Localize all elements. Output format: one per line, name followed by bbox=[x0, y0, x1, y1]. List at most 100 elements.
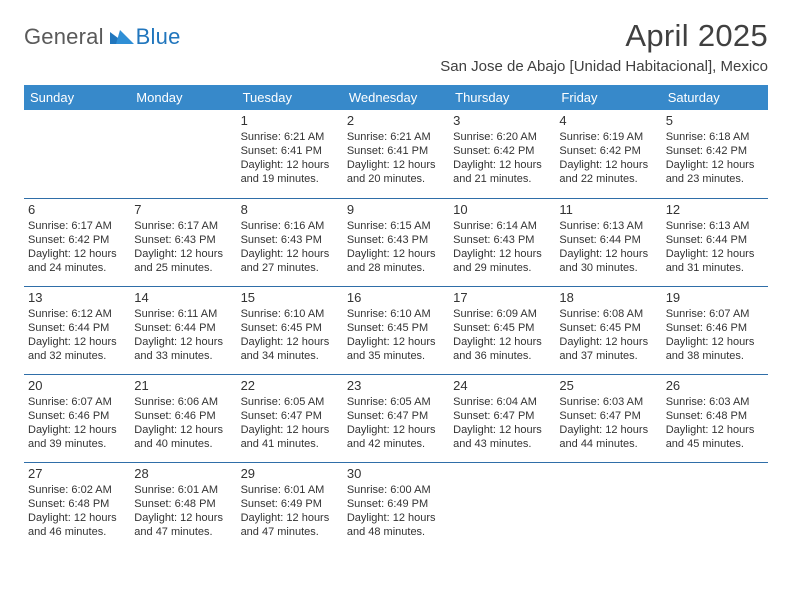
calendar-cell: 24Sunrise: 6:04 AMSunset: 6:47 PMDayligh… bbox=[449, 374, 555, 462]
sunset-line: Sunset: 6:44 PM bbox=[28, 321, 126, 335]
daylight-line-2: and 47 minutes. bbox=[241, 525, 339, 539]
day-number: 22 bbox=[241, 378, 339, 393]
daylight-line-2: and 25 minutes. bbox=[134, 261, 232, 275]
sunset-line: Sunset: 6:42 PM bbox=[453, 144, 551, 158]
day-number: 9 bbox=[347, 202, 445, 217]
daylight-line-1: Daylight: 12 hours bbox=[347, 423, 445, 437]
daylight-line-2: and 21 minutes. bbox=[453, 172, 551, 186]
day-number: 23 bbox=[347, 378, 445, 393]
calendar-cell: 8Sunrise: 6:16 AMSunset: 6:43 PMDaylight… bbox=[237, 198, 343, 286]
day-details: Sunrise: 6:05 AMSunset: 6:47 PMDaylight:… bbox=[347, 395, 445, 451]
calendar-row: 27Sunrise: 6:02 AMSunset: 6:48 PMDayligh… bbox=[24, 462, 768, 550]
day-number: 28 bbox=[134, 466, 232, 481]
day-details: Sunrise: 6:10 AMSunset: 6:45 PMDaylight:… bbox=[241, 307, 339, 363]
calendar-cell bbox=[555, 462, 661, 550]
day-number: 6 bbox=[28, 202, 126, 217]
calendar-row: 13Sunrise: 6:12 AMSunset: 6:44 PMDayligh… bbox=[24, 286, 768, 374]
sunset-line: Sunset: 6:47 PM bbox=[559, 409, 657, 423]
sunrise-line: Sunrise: 6:08 AM bbox=[559, 307, 657, 321]
daylight-line-1: Daylight: 12 hours bbox=[453, 335, 551, 349]
daylight-line-1: Daylight: 12 hours bbox=[666, 158, 764, 172]
sunrise-line: Sunrise: 6:07 AM bbox=[666, 307, 764, 321]
day-header: Saturday bbox=[662, 85, 768, 110]
day-header: Tuesday bbox=[237, 85, 343, 110]
calendar-cell bbox=[662, 462, 768, 550]
sunrise-line: Sunrise: 6:00 AM bbox=[347, 483, 445, 497]
calendar-row: 20Sunrise: 6:07 AMSunset: 6:46 PMDayligh… bbox=[24, 374, 768, 462]
day-details: Sunrise: 6:03 AMSunset: 6:47 PMDaylight:… bbox=[559, 395, 657, 451]
calendar-cell: 15 Sunrise: 6:10 AMSunset: 6:45 PMDayligh… bbox=[237, 286, 343, 374]
daylight-line-1: Daylight: 12 hours bbox=[666, 247, 764, 261]
day-details: Sunrise: 6:12 AMSunset: 6:44 PMDaylight:… bbox=[28, 307, 126, 363]
daylight-line-1: Daylight: 12 hours bbox=[28, 423, 126, 437]
page-subtitle: San Jose de Abajo [Unidad Habitacional],… bbox=[440, 58, 768, 75]
daylight-line-1: Daylight: 12 hours bbox=[666, 335, 764, 349]
sunrise-line: Sunrise: 6:18 AM bbox=[666, 130, 764, 144]
sunset-line: Sunset: 6:45 PM bbox=[241, 321, 339, 335]
daylight-line-1: Daylight: 12 hours bbox=[453, 158, 551, 172]
page-title: April 2025 bbox=[440, 18, 768, 54]
logo-text-blue: Blue bbox=[136, 24, 181, 50]
day-number: 29 bbox=[241, 466, 339, 481]
day-header: Monday bbox=[130, 85, 236, 110]
sunrise-line: Sunrise: 6:15 AM bbox=[347, 219, 445, 233]
day-details: Sunrise: 6:10 AMSunset: 6:45 PMDaylight:… bbox=[347, 307, 445, 363]
daylight-line-2: and 31 minutes. bbox=[666, 261, 764, 275]
day-details: Sunrise: 6:18 AMSunset: 6:42 PMDaylight:… bbox=[666, 130, 764, 186]
daylight-line-1: Daylight: 12 hours bbox=[241, 158, 339, 172]
day-details: Sunrise: 6:17 AMSunset: 6:43 PMDaylight:… bbox=[134, 219, 232, 275]
sunrise-line: Sunrise: 6:09 AM bbox=[453, 307, 551, 321]
day-details: Sunrise: 6:15 AMSunset: 6:43 PMDaylight:… bbox=[347, 219, 445, 275]
day-number: 24 bbox=[453, 378, 551, 393]
sunrise-line: Sunrise: 6:17 AM bbox=[134, 219, 232, 233]
day-details: Sunrise: 6:11 AMSunset: 6:44 PMDaylight:… bbox=[134, 307, 232, 363]
day-number: 10 bbox=[453, 202, 551, 217]
sunset-line: Sunset: 6:48 PM bbox=[134, 497, 232, 511]
day-details: Sunrise: 6:05 AMSunset: 6:47 PMDaylight:… bbox=[241, 395, 339, 451]
sunset-line: Sunset: 6:43 PM bbox=[134, 233, 232, 247]
daylight-line-2: and 44 minutes. bbox=[559, 437, 657, 451]
day-header: Sunday bbox=[24, 85, 130, 110]
calendar-cell bbox=[130, 110, 236, 198]
day-header: Thursday bbox=[449, 85, 555, 110]
sunset-line: Sunset: 6:43 PM bbox=[241, 233, 339, 247]
sunrise-line: Sunrise: 6:05 AM bbox=[241, 395, 339, 409]
sunset-line: Sunset: 6:42 PM bbox=[559, 144, 657, 158]
daylight-line-1: Daylight: 12 hours bbox=[347, 511, 445, 525]
calendar-cell: 13Sunrise: 6:12 AMSunset: 6:44 PMDayligh… bbox=[24, 286, 130, 374]
sunset-line: Sunset: 6:41 PM bbox=[347, 144, 445, 158]
daylight-line-1: Daylight: 12 hours bbox=[134, 335, 232, 349]
day-number: 15 bbox=[241, 290, 339, 305]
sunset-line: Sunset: 6:47 PM bbox=[347, 409, 445, 423]
day-details: Sunrise: 6:01 AMSunset: 6:49 PMDaylight:… bbox=[241, 483, 339, 539]
calendar-cell: 10Sunrise: 6:14 AMSunset: 6:43 PMDayligh… bbox=[449, 198, 555, 286]
day-details: Sunrise: 6:06 AMSunset: 6:46 PMDaylight:… bbox=[134, 395, 232, 451]
daylight-line-2: and 35 minutes. bbox=[347, 349, 445, 363]
daylight-line-1: Daylight: 12 hours bbox=[559, 335, 657, 349]
sunset-line: Sunset: 6:45 PM bbox=[453, 321, 551, 335]
day-number: 2 bbox=[347, 113, 445, 128]
daylight-line-2: and 23 minutes. bbox=[666, 172, 764, 186]
daylight-line-1: Daylight: 12 hours bbox=[134, 423, 232, 437]
daylight-line-2: and 42 minutes. bbox=[347, 437, 445, 451]
daylight-line-1: Daylight: 12 hours bbox=[347, 158, 445, 172]
day-details: Sunrise: 6:08 AMSunset: 6:45 PMDaylight:… bbox=[559, 307, 657, 363]
logo-mark-icon bbox=[110, 28, 134, 49]
daylight-line-1: Daylight: 12 hours bbox=[134, 511, 232, 525]
day-details: Sunrise: 6:03 AMSunset: 6:48 PMDaylight:… bbox=[666, 395, 764, 451]
sunset-line: Sunset: 6:43 PM bbox=[347, 233, 445, 247]
daylight-line-1: Daylight: 12 hours bbox=[453, 247, 551, 261]
sunset-line: Sunset: 6:48 PM bbox=[666, 409, 764, 423]
day-number: 4 bbox=[559, 113, 657, 128]
day-number: 12 bbox=[666, 202, 764, 217]
calendar-cell: 27Sunrise: 6:02 AMSunset: 6:48 PMDayligh… bbox=[24, 462, 130, 550]
sunset-line: Sunset: 6:46 PM bbox=[28, 409, 126, 423]
daylight-line-2: and 27 minutes. bbox=[241, 261, 339, 275]
sunset-line: Sunset: 6:45 PM bbox=[559, 321, 657, 335]
daylight-line-2: and 28 minutes. bbox=[347, 261, 445, 275]
day-details: Sunrise: 6:13 AMSunset: 6:44 PMDaylight:… bbox=[666, 219, 764, 275]
calendar-cell: 2Sunrise: 6:21 AMSunset: 6:41 PMDaylight… bbox=[343, 110, 449, 198]
daylight-line-1: Daylight: 12 hours bbox=[28, 247, 126, 261]
daylight-line-2: and 38 minutes. bbox=[666, 349, 764, 363]
day-number: 21 bbox=[134, 378, 232, 393]
